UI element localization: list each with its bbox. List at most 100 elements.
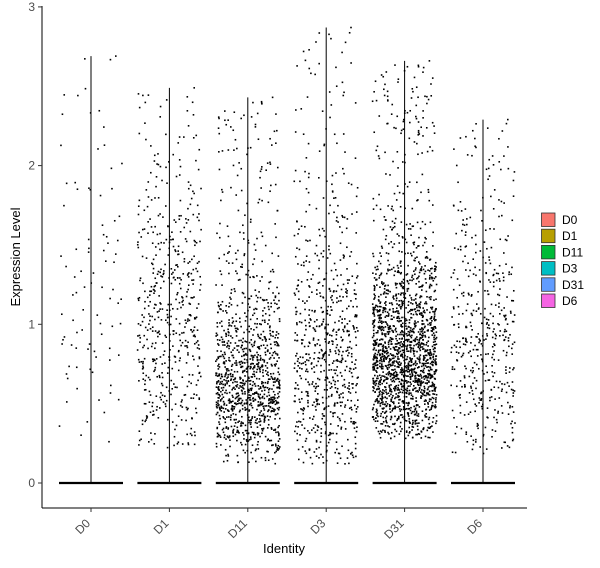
data-point: [143, 209, 146, 212]
data-point: [395, 406, 397, 409]
data-point: [331, 393, 333, 396]
data-point: [234, 378, 236, 380]
data-point: [109, 58, 112, 61]
data-point: [322, 250, 325, 252]
data-point: [389, 387, 391, 390]
data-point: [395, 387, 397, 390]
data-point: [340, 428, 342, 430]
data-point: [409, 358, 412, 360]
data-point: [141, 423, 144, 426]
data-point: [298, 362, 301, 364]
data-point: [394, 329, 397, 331]
data-point: [161, 308, 164, 310]
data-point: [245, 368, 248, 370]
data-point: [424, 265, 426, 267]
data-point: [435, 307, 437, 310]
data-point: [156, 311, 159, 313]
data-point: [317, 360, 320, 363]
data-point: [377, 383, 380, 385]
data-point: [194, 244, 196, 247]
data-point: [216, 426, 219, 429]
data-point: [75, 347, 78, 349]
data-point: [299, 356, 302, 358]
data-point: [314, 330, 317, 332]
data-point: [149, 218, 151, 220]
data-point: [406, 288, 409, 290]
data-point: [512, 392, 515, 394]
data-point: [405, 375, 408, 377]
data-point: [345, 291, 347, 293]
data-point: [269, 163, 272, 165]
data-point: [215, 401, 218, 404]
data-point: [410, 406, 412, 409]
data-point: [385, 401, 387, 403]
data-point: [238, 402, 240, 405]
data-point: [254, 307, 257, 310]
data-point: [348, 388, 351, 390]
data-point: [341, 339, 344, 342]
data-point: [401, 371, 404, 374]
data-point: [162, 280, 165, 283]
data-point: [335, 390, 338, 393]
data-point: [322, 355, 325, 358]
data-point: [263, 415, 266, 418]
data-point: [256, 356, 258, 358]
data-point: [321, 110, 324, 112]
data-point: [372, 389, 375, 392]
data-point: [371, 100, 374, 103]
data-point: [474, 266, 476, 269]
data-point: [472, 258, 475, 260]
data-point: [267, 323, 269, 325]
data-point: [140, 438, 142, 441]
data-point: [222, 310, 224, 312]
data-point: [297, 290, 300, 293]
data-point: [249, 387, 252, 390]
data-point: [158, 376, 161, 379]
data-point: [431, 374, 433, 377]
data-point: [327, 323, 329, 326]
data-point: [388, 370, 390, 373]
data-point: [396, 233, 399, 235]
data-point: [244, 375, 246, 377]
data-point: [272, 444, 274, 446]
data-point: [404, 388, 407, 391]
data-point: [392, 338, 394, 340]
data-point: [355, 326, 358, 329]
data-point: [346, 246, 348, 249]
data-point: [337, 452, 340, 455]
data-point: [271, 252, 274, 255]
data-point: [376, 412, 379, 415]
data-point: [400, 129, 403, 132]
data-point: [511, 343, 514, 345]
data-point: [258, 198, 261, 201]
data-point: [413, 387, 416, 390]
data-point: [408, 431, 411, 433]
data-point: [428, 400, 431, 403]
data-point: [372, 320, 375, 322]
data-point: [266, 367, 269, 369]
data-point: [233, 402, 236, 405]
data-point: [357, 399, 359, 401]
data-point: [266, 415, 269, 417]
data-point: [251, 345, 254, 348]
data-point: [409, 335, 412, 337]
data-point: [407, 415, 410, 417]
data-point: [406, 382, 408, 384]
data-point: [462, 223, 464, 226]
data-point: [298, 458, 300, 461]
data-point: [233, 288, 236, 290]
data-point: [382, 416, 385, 419]
data-point: [296, 352, 298, 355]
data-point: [416, 304, 418, 307]
data-point: [244, 353, 246, 356]
data-point: [149, 290, 151, 293]
data-point: [354, 421, 357, 424]
data-point: [175, 332, 178, 335]
data-point: [459, 346, 461, 349]
data-point: [391, 380, 393, 383]
data-point: [434, 338, 437, 340]
data-point: [354, 157, 357, 159]
data-point: [425, 408, 428, 411]
data-point: [275, 379, 278, 381]
data-point: [141, 255, 144, 258]
